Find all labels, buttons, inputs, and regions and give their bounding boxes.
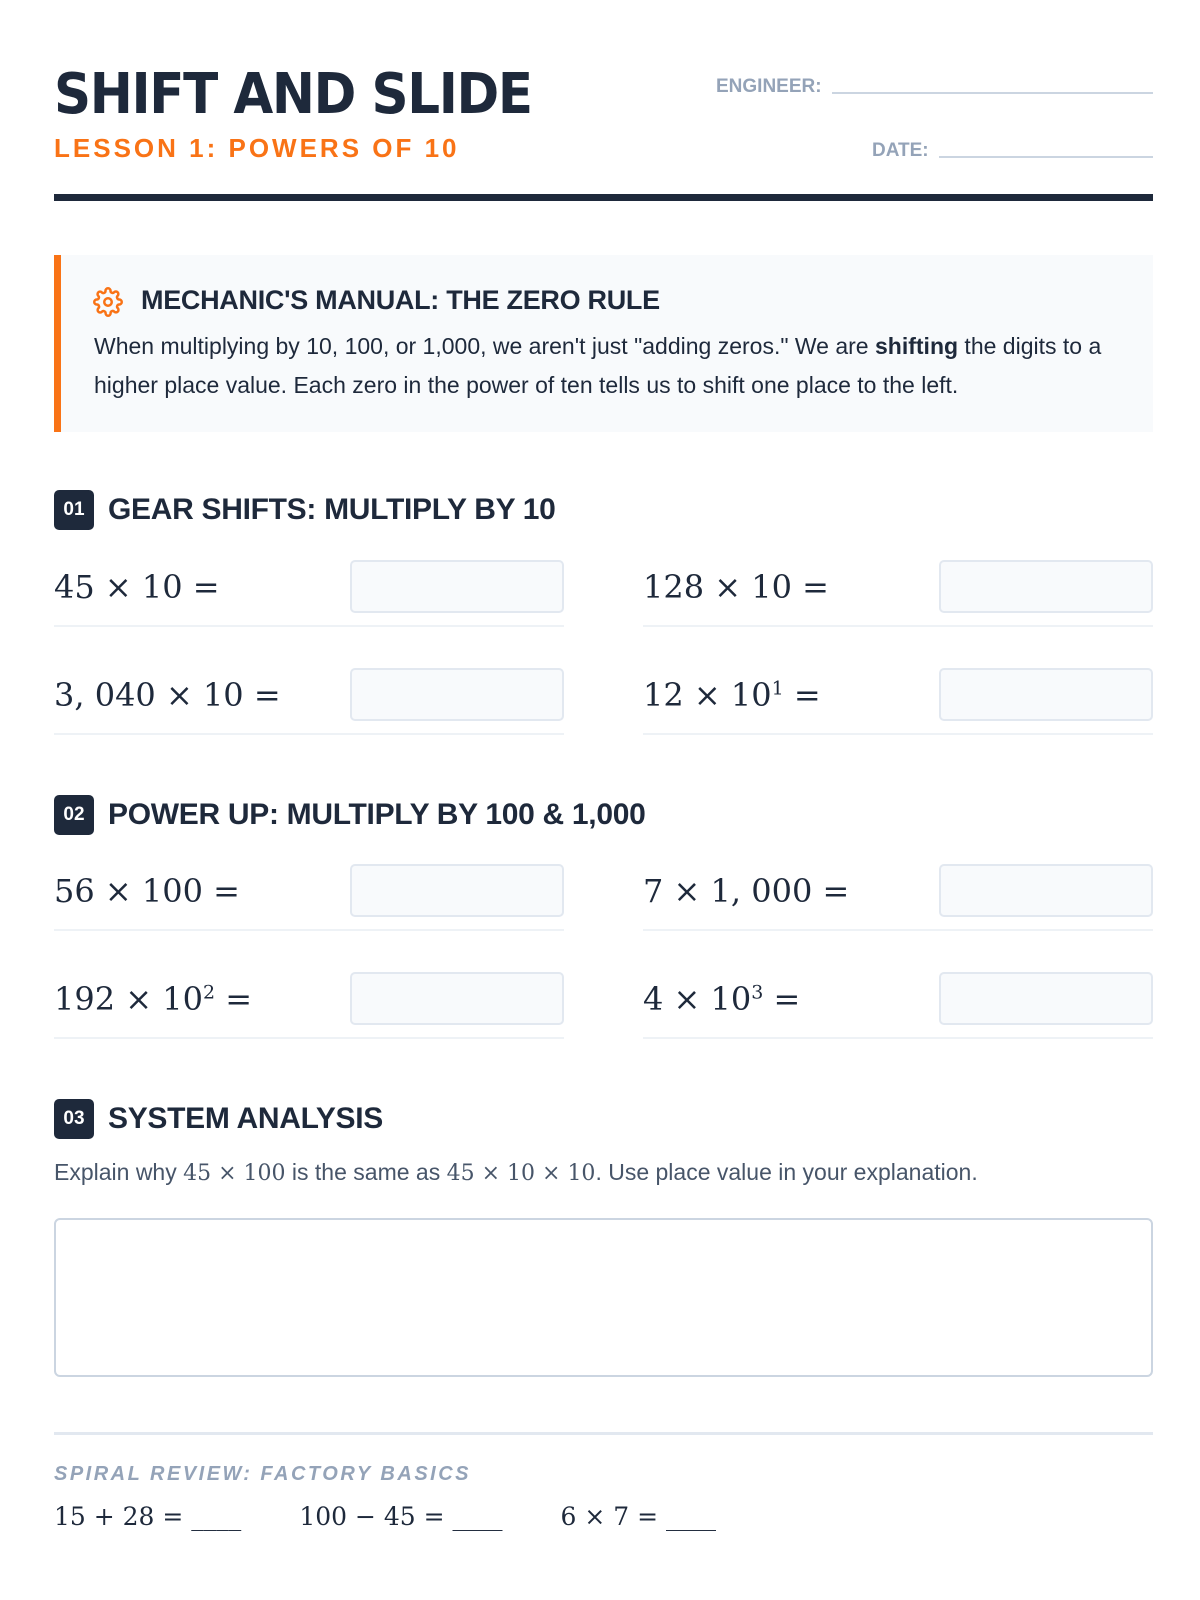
spiral-review-title: SPIRAL REVIEW: FACTORY BASICS (54, 1463, 472, 1485)
review-problem: 6 × 7 = ____ (560, 1502, 717, 1531)
problem-expression: 56 × 100 = (54, 872, 240, 910)
prompt-text: . Use place value in your explanation. (595, 1159, 978, 1185)
equals-sign: = (182, 568, 220, 606)
prompt-math: 45 × 100 (183, 1161, 286, 1186)
answer-box[interactable] (350, 668, 564, 721)
problem-row: 128 × 10 = (643, 560, 1153, 627)
engineer-field[interactable] (832, 92, 1153, 94)
analysis-prompt: Explain why 45 × 100 is the same as 45 ×… (54, 1159, 978, 1186)
problem-expression: 128 × 10 = (643, 568, 829, 606)
callout-text-part: When multiplying by 10, 100, or 1,000, w… (94, 333, 875, 359)
callout-title: MECHANIC'S MANUAL: THE ZERO RULE (141, 285, 660, 315)
expression-base: 56 × 100 (54, 872, 203, 910)
answer-box[interactable] (939, 864, 1153, 917)
explanation-textarea[interactable] (54, 1218, 1153, 1377)
date-label: DATE: (872, 140, 929, 161)
problem-row: 4 × 103 = (643, 972, 1153, 1039)
answer-box[interactable] (350, 864, 564, 917)
expression-base: 128 × 10 (643, 568, 792, 606)
callout-text-part: the digits to a higher place value. Each… (94, 333, 1102, 398)
section-03-heading: 03 SYSTEM ANALYSIS (54, 1099, 383, 1139)
problem-expression: 3, 040 × 10 = (54, 676, 281, 714)
problem-row: 45 × 10 = (54, 560, 564, 627)
section-number-badge: 03 (54, 1099, 94, 1139)
equals-sign: = (243, 676, 281, 714)
review-problem: 100 − 45 = ____ (299, 1502, 503, 1531)
exponent: 1 (771, 677, 784, 700)
problem-row: 192 × 102 = (54, 972, 564, 1039)
spiral-review-problems: 15 + 28 = ____ 100 − 45 = ____ 6 × 7 = _… (54, 1502, 716, 1531)
answer-box[interactable] (939, 972, 1153, 1025)
section-02-heading: 02 POWER UP: MULTIPLY BY 100 & 1,000 (54, 795, 646, 835)
answer-box[interactable] (939, 668, 1153, 721)
expression-base: 12 × 10 (643, 676, 772, 714)
expression-base: 7 × 1, 000 (643, 872, 813, 910)
prompt-text: is the same as (285, 1159, 447, 1185)
equals-sign: = (812, 872, 850, 910)
answer-box[interactable] (939, 560, 1153, 613)
equals-sign: = (202, 872, 240, 910)
callout-text: When multiplying by 10, 100, or 1,000, w… (94, 327, 1134, 405)
problem-row: 56 × 100 = (54, 864, 564, 931)
problem-expression: 12 × 101 = (643, 676, 821, 714)
problem-row: 3, 040 × 10 = (54, 668, 564, 735)
worksheet-title: SHIFT AND SLIDE (54, 62, 533, 127)
date-field[interactable] (939, 156, 1153, 158)
expression-base: 45 × 10 (54, 568, 183, 606)
prompt-text: Explain why (54, 1159, 184, 1185)
footer-divider (54, 1432, 1153, 1435)
zero-rule-callout: MECHANIC'S MANUAL: THE ZERO RULE When mu… (54, 255, 1153, 432)
answer-box[interactable] (350, 972, 564, 1025)
review-problem: 15 + 28 = ____ (54, 1502, 242, 1531)
expression-base: 4 × 10 (643, 980, 752, 1018)
section-01-heading: 01 GEAR SHIFTS: MULTIPLY BY 10 (54, 490, 556, 530)
equals-sign: = (215, 980, 253, 1018)
exponent: 3 (751, 981, 764, 1004)
header-divider (54, 194, 1153, 201)
equals-sign: = (783, 676, 821, 714)
engineer-label: ENGINEER: (716, 76, 822, 97)
problem-expression: 45 × 10 = (54, 568, 220, 606)
problem-expression: 4 × 103 = (643, 980, 800, 1018)
problem-row: 12 × 101 = (643, 668, 1153, 735)
section-number-badge: 02 (54, 795, 94, 835)
section-title: GEAR SHIFTS: MULTIPLY BY 10 (108, 493, 556, 526)
lesson-subtitle: LESSON 1: POWERS OF 10 (54, 133, 460, 163)
equals-sign: = (791, 568, 829, 606)
problem-expression: 7 × 1, 000 = (643, 872, 849, 910)
answer-box[interactable] (350, 560, 564, 613)
section-title: SYSTEM ANALYSIS (108, 1102, 384, 1135)
prompt-math: 45 × 10 × 10 (446, 1161, 596, 1186)
section-number-badge: 01 (54, 490, 94, 530)
problem-row: 7 × 1, 000 = (643, 864, 1153, 931)
expression-base: 192 × 10 (54, 980, 203, 1018)
gear-icon (93, 287, 123, 317)
exponent: 2 (202, 981, 216, 1004)
expression-base: 3, 040 × 10 (54, 676, 244, 714)
equals-sign: = (763, 980, 801, 1018)
section-title: POWER UP: MULTIPLY BY 100 & 1,000 (108, 798, 646, 831)
callout-emphasis: shifting (875, 333, 959, 359)
problem-expression: 192 × 102 = (54, 980, 252, 1018)
